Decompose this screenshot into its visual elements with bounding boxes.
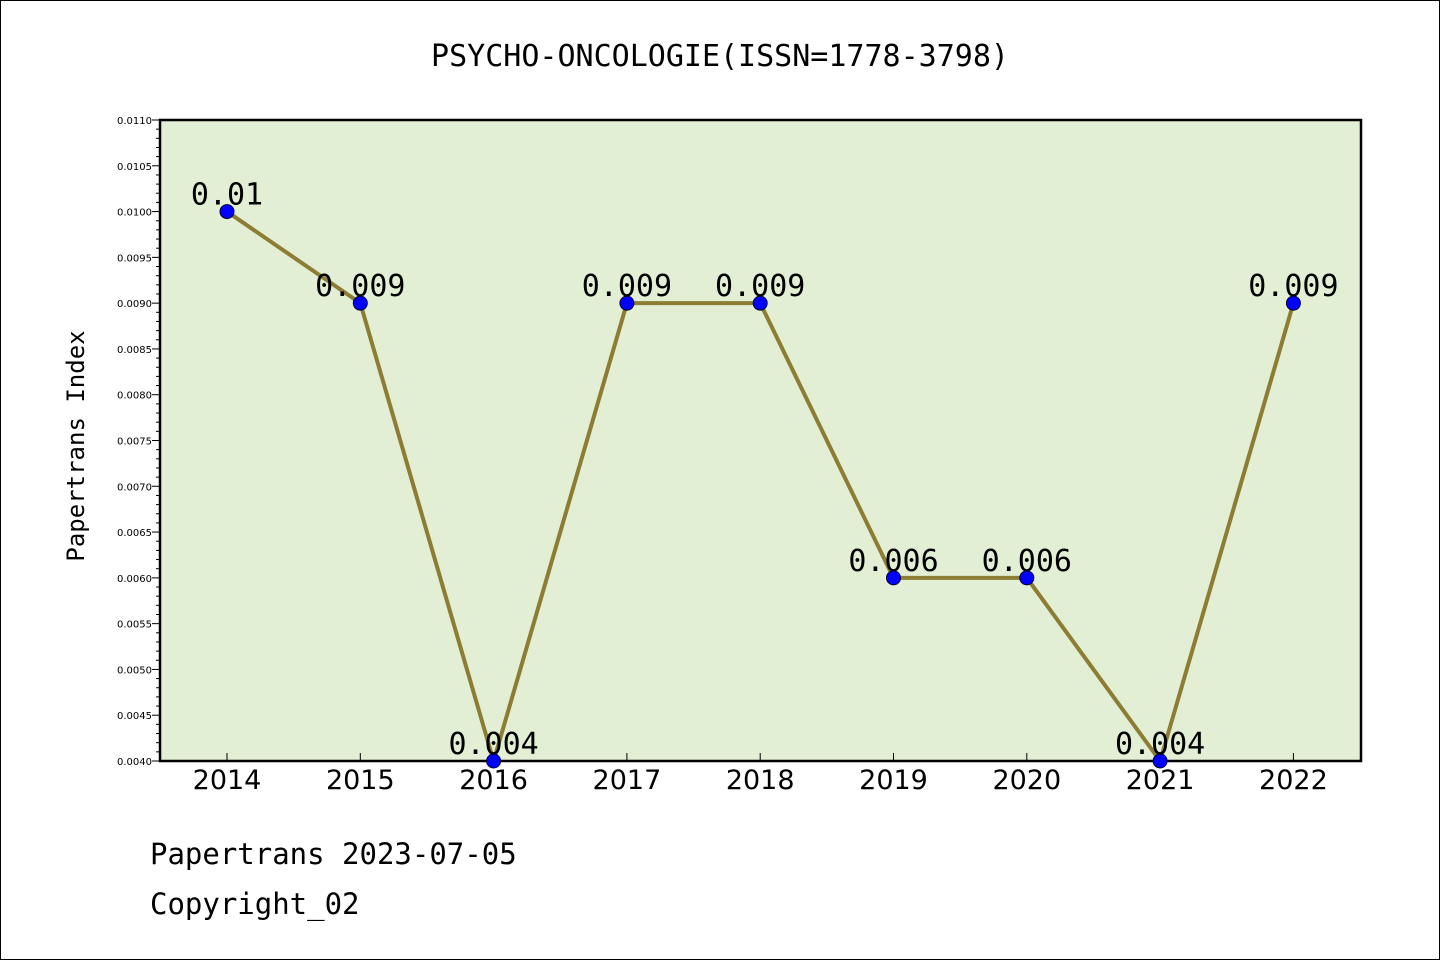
y-tick-label: 0.0080 — [117, 391, 152, 402]
x-tick-label: 2022 — [1259, 765, 1328, 796]
y-tick-label: 0.0105 — [117, 162, 152, 173]
data-point — [1019, 570, 1035, 586]
y-tick-label: 0.0095 — [117, 253, 152, 264]
data-point — [619, 295, 635, 311]
data-point — [886, 570, 901, 586]
data-label: 0.01 — [191, 178, 263, 213]
y-tick-label: 0.0045 — [117, 711, 152, 722]
y-tick-label: 0.0040 — [117, 757, 152, 768]
data-point — [486, 753, 502, 769]
y-tick-label: 0.0070 — [117, 482, 152, 493]
chart-title: PSYCHO-ONCOLOGIE(ISSN=1778-3798) — [431, 39, 1009, 74]
y-tick-label: 0.0090 — [117, 299, 152, 310]
data-labels: 0.01 0.009 0.004 0.009 0.009 0.006 0.006 0.004 0… — [191, 178, 1339, 762]
x-tick-label: 2015 — [326, 765, 395, 796]
y-tick-label: 0.0050 — [117, 665, 152, 676]
y-tick-label: 0.0075 — [117, 437, 152, 448]
data-label: 0.009 — [315, 269, 405, 304]
data-label: 0.004 — [1115, 727, 1205, 762]
y-tick-label: 0.0100 — [117, 208, 152, 219]
y-axis-label: Papertrans Index — [62, 330, 90, 561]
x-tick-label: 2019 — [859, 765, 928, 796]
data-point — [1285, 295, 1301, 311]
plot-area — [158, 118, 1363, 763]
data-point — [752, 295, 768, 311]
footer-date: Papertrans 2023-07-05 — [150, 837, 517, 871]
y-axis: 0.0040 0.0045 0.0050 0.0055 0.0060 0.0065 0.00… — [117, 116, 160, 768]
data-label: 0.004 — [448, 727, 538, 762]
data-label: 0.006 — [982, 544, 1072, 579]
x-tick-label: 2018 — [726, 765, 795, 796]
data-label: 0.009 — [1248, 269, 1338, 304]
x-tick-label: 2020 — [992, 765, 1061, 796]
data-point — [1152, 753, 1168, 769]
data-label: 0.006 — [848, 544, 938, 579]
y-tick-label: 0.0065 — [117, 528, 152, 539]
y-tick-label: 0.0085 — [117, 345, 152, 356]
data-label: 0.009 — [582, 269, 672, 304]
x-tick-label: 2016 — [459, 765, 528, 796]
y-tick-label: 0.0060 — [117, 574, 152, 585]
data-point — [219, 204, 235, 220]
x-tick-label: 2014 — [193, 765, 262, 796]
data-label: 0.009 — [715, 269, 805, 304]
data-point — [352, 295, 368, 311]
x-axis: 2014 2015 2016 2017 2018 2019 2020 2021 2022 — [193, 753, 1328, 796]
x-tick-label: 2021 — [1126, 765, 1195, 796]
x-tick-label: 2017 — [593, 765, 662, 796]
y-tick-label: 0.0110 — [117, 116, 152, 127]
footer-copyright: Copyright_02 — [150, 887, 360, 922]
y-tick-label: 0.0055 — [117, 620, 152, 631]
series-markers — [219, 204, 1301, 769]
